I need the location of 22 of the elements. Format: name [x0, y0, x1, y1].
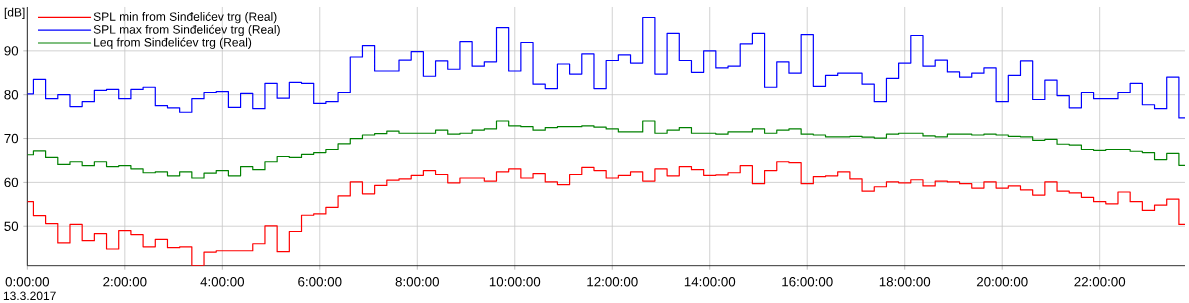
x-tick-label: 2:00:00 — [103, 277, 147, 287]
legend-label: Leq from Sinđelićev trg (Real) — [94, 37, 252, 49]
x-tick-label: 4:00:00 — [200, 277, 245, 287]
y-axis-title: [dB] — [4, 7, 25, 19]
x-tick-label: 6:00:00 — [298, 277, 342, 287]
y-tick-label: 50 — [4, 221, 19, 231]
x-tick-label: 12:00:00 — [587, 277, 638, 287]
x-tick-label: 8:00:00 — [395, 277, 440, 287]
x-tick-label: 18:00:00 — [879, 277, 931, 287]
x-tick-label: 14:00:00 — [684, 277, 736, 287]
text: 13.3.2017 — [3, 291, 56, 301]
x-tick-label: 0:00:00 — [5, 277, 50, 287]
y-tick-label: 80 — [4, 89, 19, 100]
y-tick-label: 90 — [4, 46, 19, 56]
x-tick-label: 22:00:00 — [1074, 277, 1126, 287]
legend-label: SPL max from Sinđelićev trg (Real) — [93, 24, 280, 37]
x-tick-label: 20:00:00 — [976, 277, 1028, 287]
x-tick-label: 10:00:00 — [489, 277, 541, 287]
y-tick-label: 60 — [4, 177, 19, 188]
y-tick-label: 70 — [4, 133, 19, 144]
x-tick-label: 16:00:00 — [782, 277, 833, 287]
legend-label: SPL min from Sinđelićev trg (Real) — [93, 11, 277, 24]
